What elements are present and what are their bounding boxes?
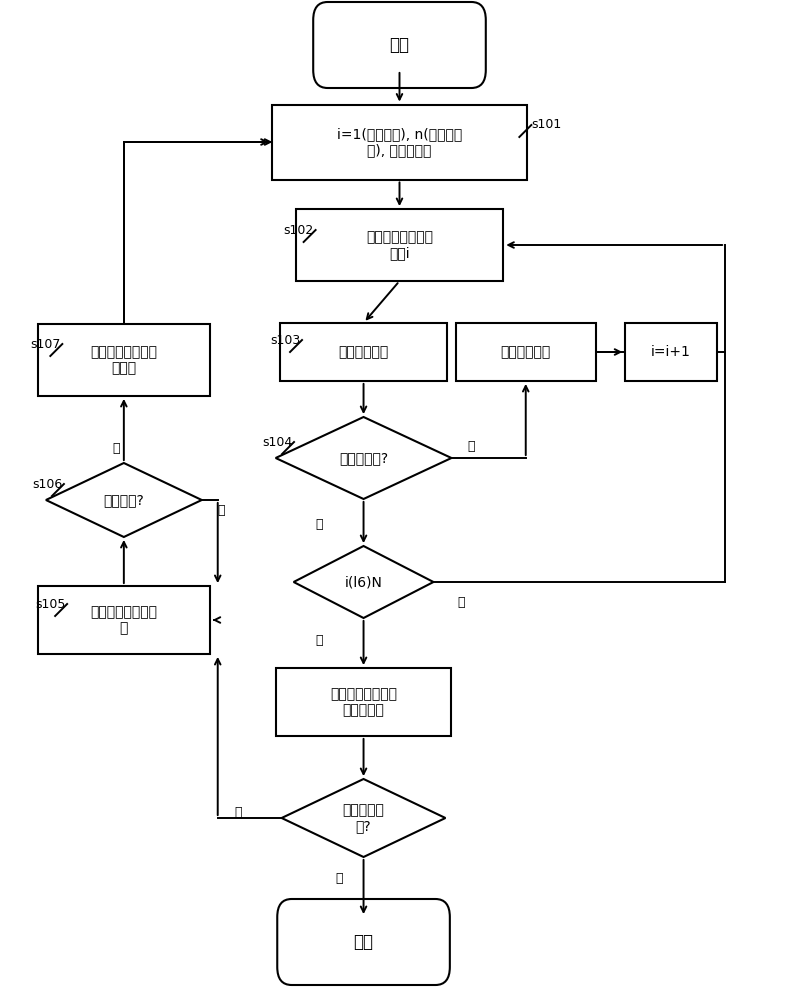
Text: 保存最大指标周期
及相应数据: 保存最大指标周期 及相应数据 <box>330 687 397 717</box>
Text: s102: s102 <box>284 224 314 236</box>
Text: 是: 是 <box>467 440 475 452</box>
Text: s103: s103 <box>270 334 300 347</box>
Bar <box>455 323 596 381</box>
Text: 根据时间窗确定时
间序列: 根据时间窗确定时 间序列 <box>90 345 157 375</box>
Text: 开始: 开始 <box>389 36 410 54</box>
Polygon shape <box>46 463 201 537</box>
Text: 新增数据计算迎合
度: 新增数据计算迎合 度 <box>90 605 157 635</box>
Text: 否: 否 <box>336 872 344 886</box>
Text: s107: s107 <box>30 338 61 351</box>
Bar <box>296 209 503 281</box>
Polygon shape <box>282 779 446 857</box>
Polygon shape <box>276 417 451 499</box>
Text: 最大的指标?: 最大的指标? <box>339 451 388 465</box>
Text: 是: 是 <box>316 634 324 647</box>
Bar <box>38 586 209 654</box>
Bar <box>625 323 718 381</box>
Text: 计算综合指标: 计算综合指标 <box>339 345 388 359</box>
Text: 达到阈值?: 达到阈值? <box>103 493 145 507</box>
Text: 更新最大指标: 更新最大指标 <box>501 345 551 359</box>
Text: 还有新增数
据?: 还有新增数 据? <box>343 803 384 833</box>
Text: 否: 否 <box>457 596 465 608</box>
Text: s105: s105 <box>35 597 66 610</box>
Text: 选取一个新的候选
周期i: 选取一个新的候选 周期i <box>366 230 433 260</box>
Text: i=i+1: i=i+1 <box>651 345 691 359</box>
Text: 是: 是 <box>234 806 242 820</box>
Text: 否: 否 <box>316 518 324 530</box>
FancyBboxPatch shape <box>313 2 486 88</box>
Bar <box>276 668 451 736</box>
Text: s101: s101 <box>531 118 562 131</box>
Text: 是: 是 <box>217 504 225 516</box>
Text: i(l6)N: i(l6)N <box>344 575 383 589</box>
FancyBboxPatch shape <box>277 899 450 985</box>
Bar <box>38 324 209 396</box>
Text: 结束: 结束 <box>353 933 374 951</box>
Text: s104: s104 <box>262 436 292 448</box>
Text: s106: s106 <box>32 478 62 490</box>
Bar <box>272 104 527 180</box>
Text: i=1(计数变量), n(待选周期
数), 数据预处理: i=1(计数变量), n(待选周期 数), 数据预处理 <box>337 127 462 157</box>
Bar <box>280 323 447 381</box>
Text: 否: 否 <box>112 442 120 454</box>
Polygon shape <box>294 546 433 618</box>
